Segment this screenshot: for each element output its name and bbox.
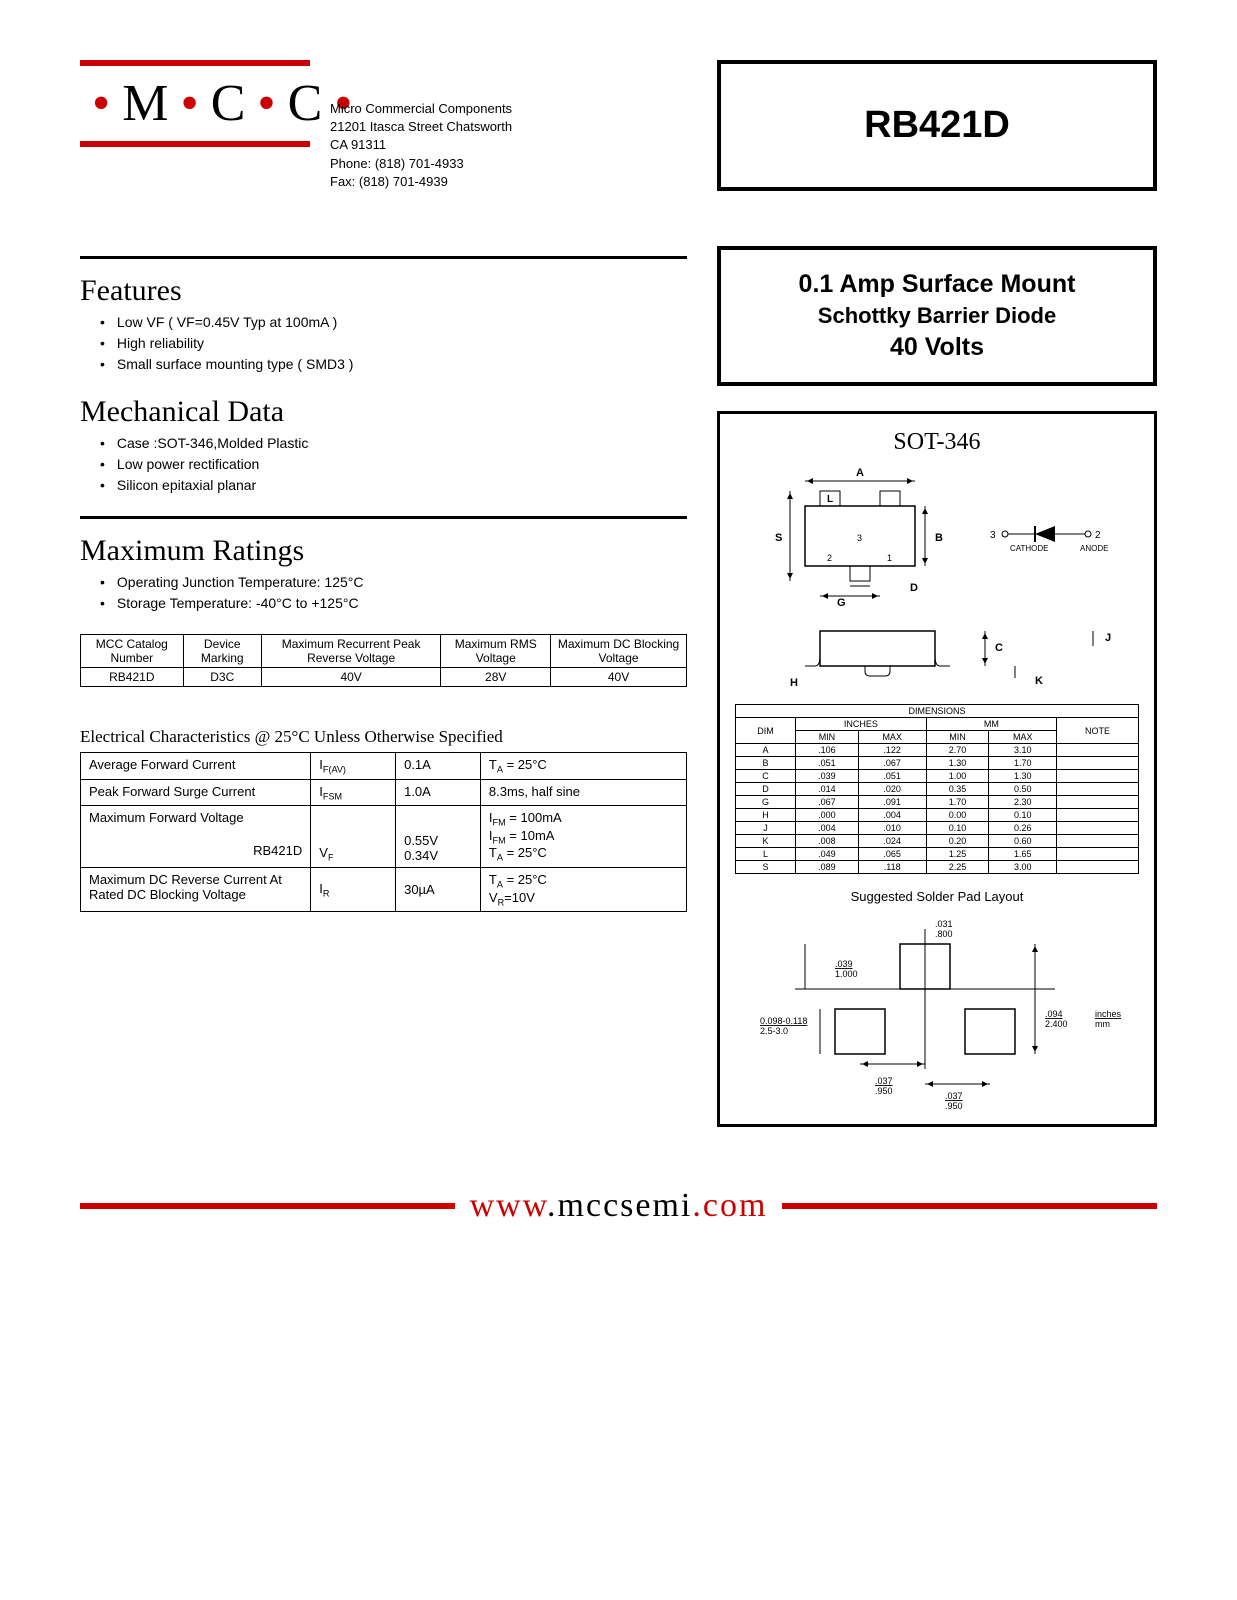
description-box: 0.1 Amp Surface Mount Schottky Barrier D… bbox=[717, 246, 1157, 386]
dimensions-table: DIMENSIONS DIM INCHES MM NOTE MINMAX MIN… bbox=[735, 704, 1139, 874]
features-list: Low VF ( VF=0.45V Typ at 100mA ) High re… bbox=[80, 312, 687, 375]
maxratings-table: MCC Catalog Number Device Marking Maximu… bbox=[80, 634, 687, 687]
svg-text:.950: .950 bbox=[945, 1101, 963, 1109]
svg-text:D: D bbox=[910, 582, 918, 594]
svg-text:.800: .800 bbox=[935, 929, 953, 939]
svg-text:2.5-3.0: 2.5-3.0 bbox=[760, 1026, 788, 1036]
svg-text:S: S bbox=[775, 532, 782, 544]
mechanical-list: Case :SOT-346,Molded Plastic Low power r… bbox=[80, 433, 687, 496]
svg-text:.094: .094 bbox=[1045, 1009, 1063, 1019]
svg-text:L: L bbox=[827, 494, 833, 505]
svg-text:C: C bbox=[995, 642, 1003, 654]
maxratings-heading: Maximum Ratings bbox=[80, 534, 687, 568]
svg-text:.950: .950 bbox=[875, 1086, 893, 1096]
svg-text:CATHODE: CATHODE bbox=[1010, 544, 1049, 553]
svg-text:A: A bbox=[856, 467, 864, 479]
svg-text:2: 2 bbox=[1095, 530, 1101, 541]
svg-text:3: 3 bbox=[990, 530, 996, 541]
svg-text:B: B bbox=[935, 532, 943, 544]
svg-text:inches: inches bbox=[1095, 1009, 1122, 1019]
svg-text:.031: .031 bbox=[935, 919, 953, 929]
svg-text:3: 3 bbox=[857, 533, 862, 543]
svg-text:2.400: 2.400 bbox=[1045, 1019, 1068, 1029]
svg-text:1.000: 1.000 bbox=[835, 969, 858, 979]
maxratings-list: Operating Junction Temperature: 125°C St… bbox=[80, 572, 687, 614]
company-info: Micro Commercial Components 21201 Itasca… bbox=[330, 60, 512, 191]
svg-text:.037: .037 bbox=[875, 1076, 893, 1086]
svg-text:H: H bbox=[790, 677, 798, 689]
solder-diagram: .031 .800 .039 1.000 0.098-0.118 2.5-3.0… bbox=[735, 909, 1139, 1109]
svg-text:J: J bbox=[1105, 632, 1111, 644]
svg-text:1: 1 bbox=[887, 553, 892, 563]
svg-text:G: G bbox=[837, 597, 846, 609]
svg-text:mm: mm bbox=[1095, 1019, 1110, 1029]
package-box: SOT-346 A L S B bbox=[717, 411, 1157, 1127]
features-heading: Features bbox=[80, 274, 687, 308]
mechanical-heading: Mechanical Data bbox=[80, 395, 687, 429]
part-number-box: RB421D bbox=[717, 60, 1157, 191]
svg-text:.039: .039 bbox=[835, 959, 853, 969]
svg-text:K: K bbox=[1035, 675, 1043, 687]
package-diagram: A L S B 2 1 3 D G bbox=[735, 466, 1139, 696]
svg-text:2: 2 bbox=[827, 553, 832, 563]
svg-text:0.098-0.118: 0.098-0.118 bbox=[760, 1016, 807, 1026]
footer-url: www.mccsemi.com bbox=[80, 1187, 1157, 1225]
solder-title: Suggested Solder Pad Layout bbox=[735, 889, 1139, 904]
svg-text:.037: .037 bbox=[945, 1091, 963, 1101]
elec-table: Average Forward Current IF(AV) 0.1A TA =… bbox=[80, 752, 687, 912]
elec-heading: Electrical Characteristics @ 25°C Unless… bbox=[80, 727, 687, 747]
logo-block: •M•C•C• bbox=[80, 60, 310, 147]
svg-text:ANODE: ANODE bbox=[1080, 544, 1108, 553]
